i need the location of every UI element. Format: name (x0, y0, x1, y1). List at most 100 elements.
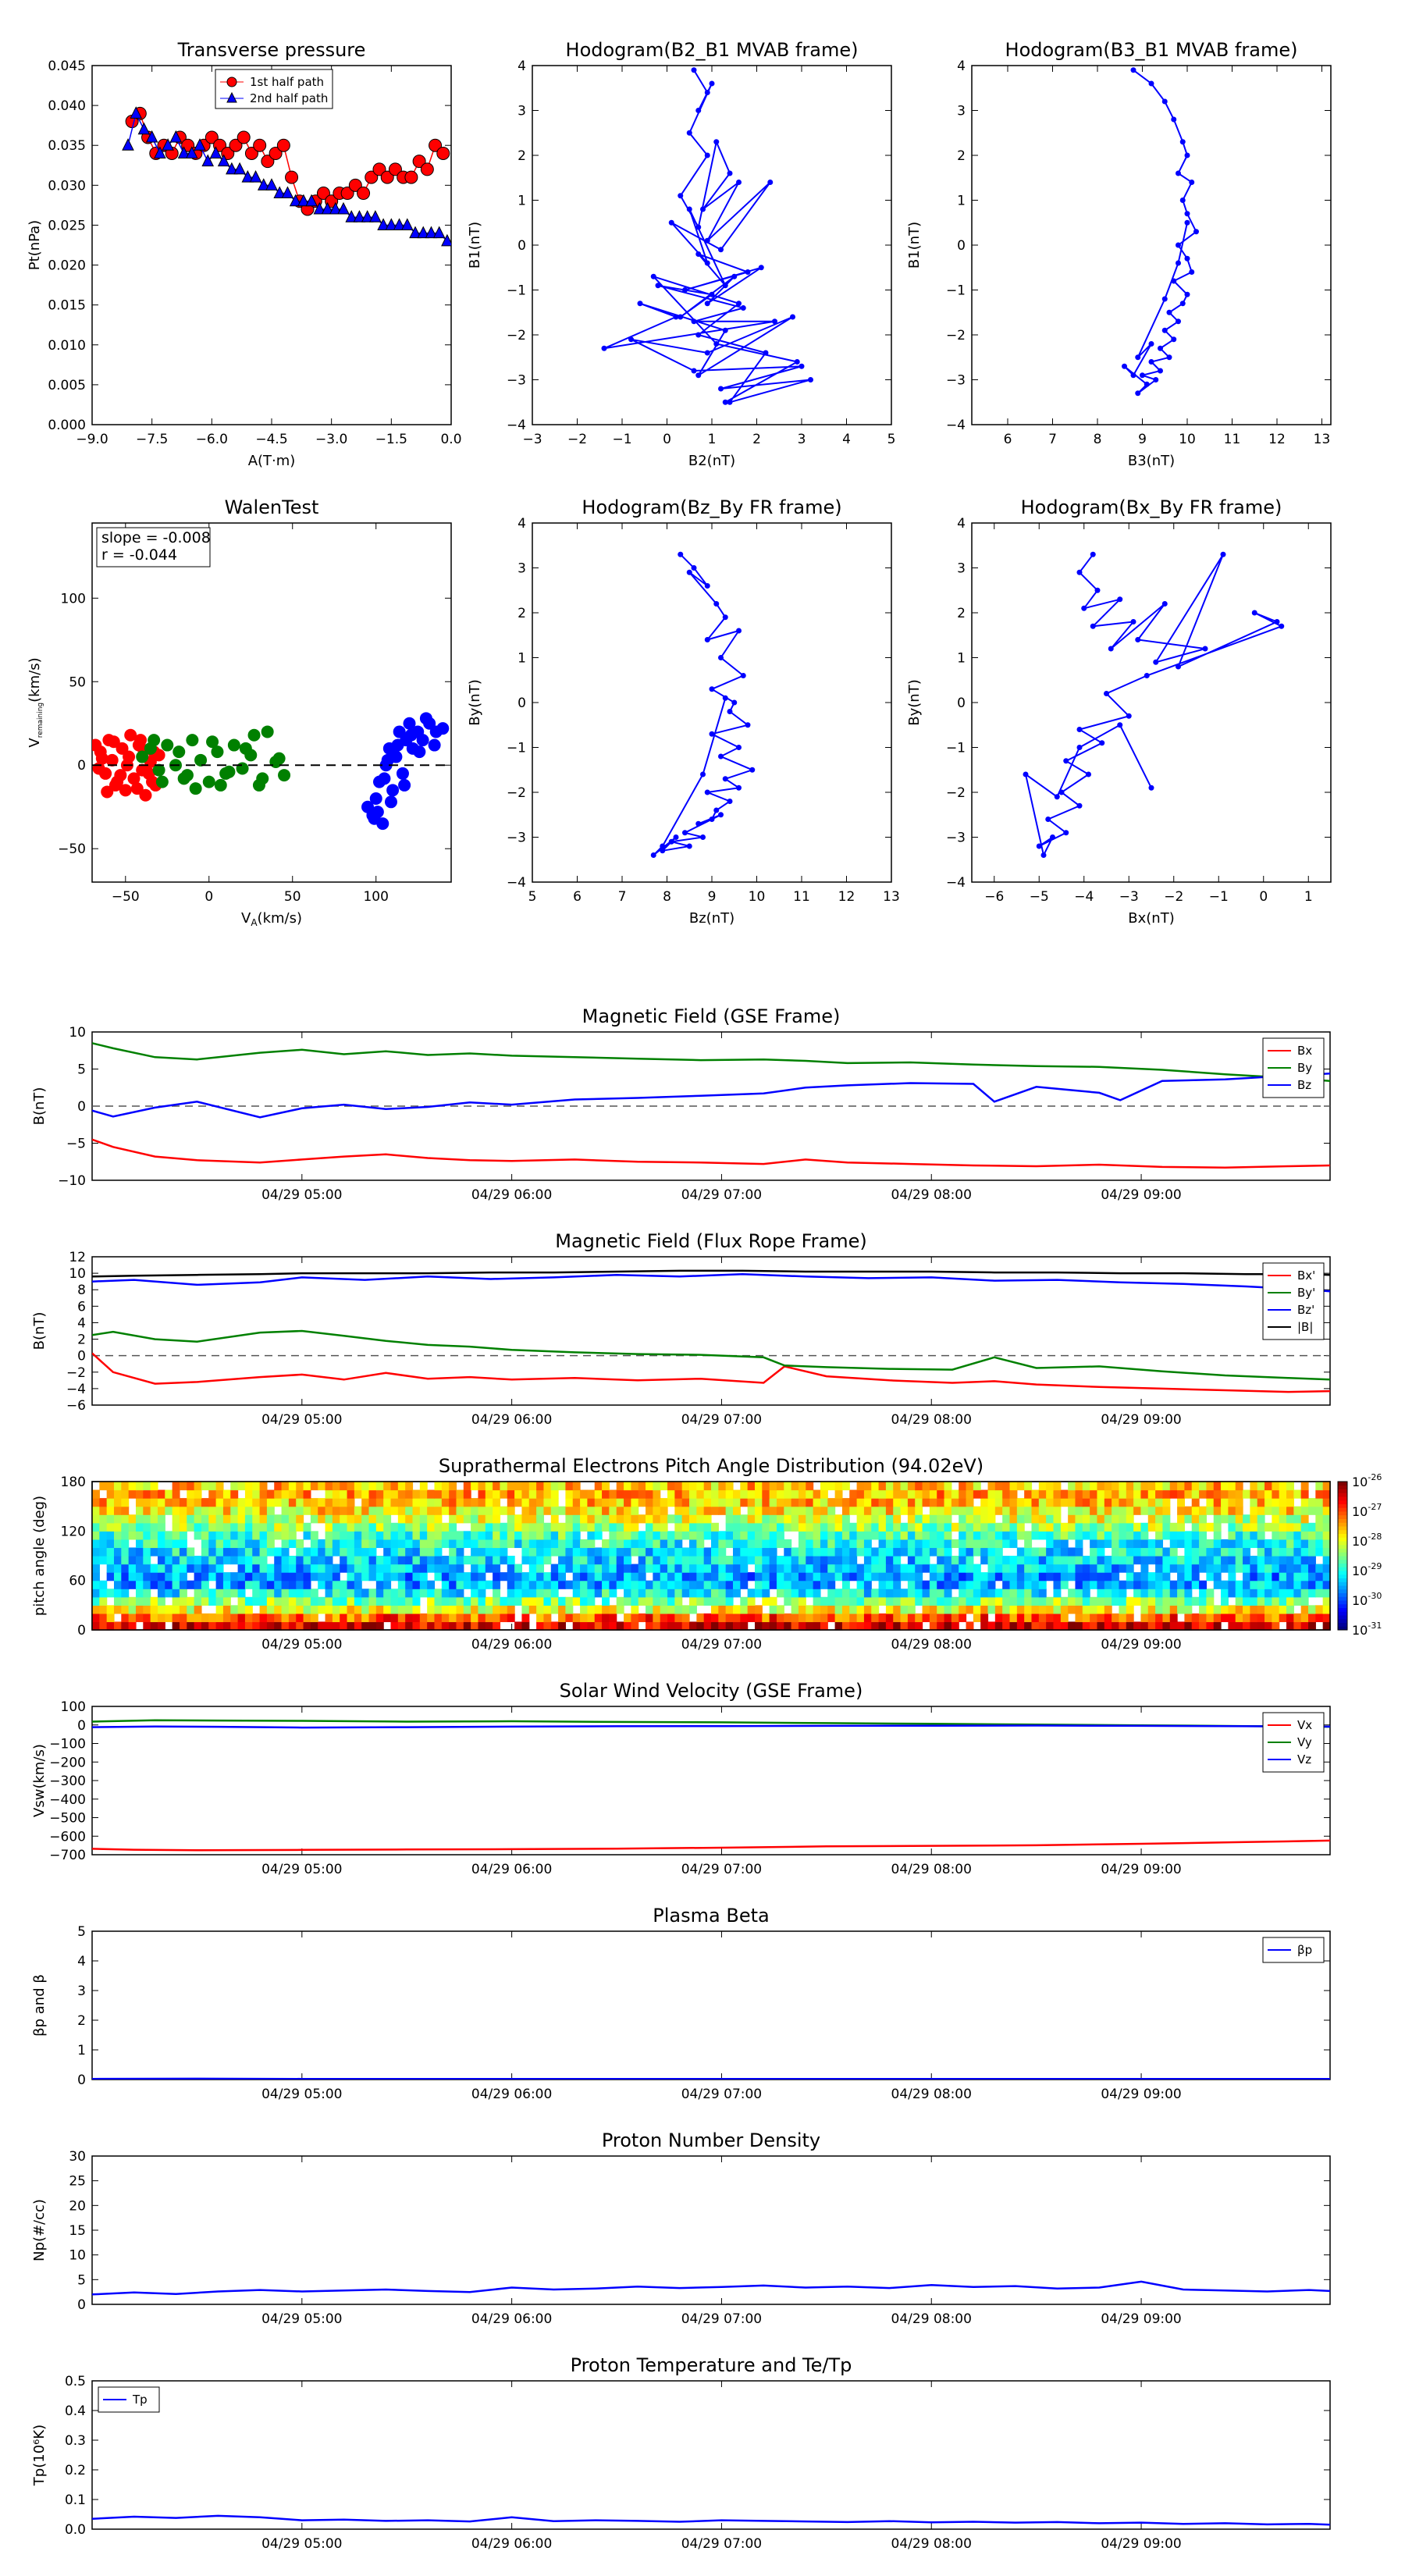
heatmap-cell (449, 1522, 457, 1532)
heatmap-cell (187, 1596, 195, 1606)
heatmap-cell (994, 1482, 1003, 1491)
heatmap-cell (784, 1489, 792, 1499)
heatmap-cell (1104, 1613, 1112, 1623)
heatmap-cell (827, 1498, 836, 1507)
heatmap-cell (274, 1572, 283, 1582)
heatmap-cell (434, 1547, 443, 1557)
heatmap-cell (565, 1539, 574, 1549)
heatmap-cell (1206, 1506, 1215, 1515)
heatmap-cell (1053, 1498, 1062, 1507)
heatmap-cell (543, 1506, 552, 1515)
series-line (92, 1329, 1330, 1381)
heatmap-cell (813, 1556, 821, 1565)
heatmap-cell (1257, 1621, 1265, 1631)
heatmap-cell (841, 1605, 850, 1614)
heatmap-cell (550, 1489, 559, 1499)
heatmap-cell (340, 1580, 348, 1589)
heatmap-cell (1147, 1572, 1156, 1582)
heatmap-cell (1024, 1580, 1033, 1589)
data-point (1189, 180, 1195, 185)
heatmap-cell (1286, 1498, 1294, 1507)
heatmap-cell (375, 1621, 384, 1631)
data-point (119, 784, 132, 797)
heatmap-cell (674, 1482, 683, 1491)
heatmap-cell (1300, 1489, 1309, 1499)
heatmap-cell (696, 1621, 705, 1631)
heatmap-cell (303, 1589, 311, 1598)
heatmap-cell (754, 1522, 763, 1532)
heatmap-cell (1097, 1489, 1105, 1499)
heatmap-cell (419, 1482, 428, 1491)
colorbar-tick-label: 10-30 (1352, 1591, 1382, 1608)
x-tick-label: −3 (1119, 889, 1139, 905)
heatmap-cell (1322, 1589, 1331, 1598)
heatmap-cell (536, 1506, 545, 1515)
heatmap-cell (237, 1506, 246, 1515)
heatmap-cell (820, 1531, 828, 1540)
heatmap-cell (1169, 1539, 1178, 1549)
heatmap-cell (296, 1589, 304, 1598)
x-tick-label: 04/29 05:00 (261, 2087, 342, 2102)
heatmap-cell (813, 1489, 821, 1499)
heatmap-cell (580, 1596, 588, 1606)
heatmap-cell (375, 1522, 384, 1532)
heatmap-cell (521, 1572, 530, 1582)
heatmap-cell (281, 1522, 290, 1532)
heatmap-cell (565, 1556, 574, 1565)
heatmap-cell (820, 1596, 828, 1606)
heatmap-cell (92, 1621, 100, 1631)
heatmap-cell (347, 1613, 355, 1623)
heatmap-cell (907, 1605, 916, 1614)
heatmap-cell (244, 1489, 253, 1499)
heatmap-cell (1119, 1514, 1127, 1524)
heatmap-cell (820, 1621, 828, 1631)
heatmap-cell (1177, 1482, 1186, 1491)
heatmap-cell (1090, 1482, 1098, 1491)
heatmap-cell (646, 1498, 653, 1507)
heatmap-cell (1213, 1547, 1222, 1557)
x-tick-label: 04/29 06:00 (471, 1637, 552, 1653)
heatmap-cell (157, 1547, 165, 1557)
heatmap-cell (1155, 1613, 1164, 1623)
heatmap-cell (1060, 1580, 1069, 1589)
heatmap-cell (616, 1514, 624, 1524)
heatmap-cell (528, 1482, 537, 1491)
heatmap-cell (841, 1613, 850, 1623)
heatmap-cell (1075, 1589, 1083, 1598)
data-point (686, 569, 692, 575)
heatmap-cell (427, 1589, 436, 1598)
data-point (253, 138, 267, 152)
heatmap-cell (863, 1482, 872, 1491)
heatmap-cell (696, 1564, 705, 1573)
heatmap-cell (157, 1605, 165, 1614)
heatmap-cell (266, 1547, 275, 1557)
heatmap-cell (390, 1489, 399, 1499)
heatmap-cell (1119, 1531, 1127, 1540)
heatmap-cell (922, 1489, 930, 1499)
heatmap-cell (966, 1621, 974, 1631)
heatmap-cell (507, 1498, 515, 1507)
heatmap-cell (172, 1556, 180, 1565)
heatmap-cell (1257, 1547, 1265, 1557)
heatmap-cell (157, 1596, 165, 1606)
data-point (650, 273, 656, 279)
data-point (736, 785, 742, 791)
y-tick-label: 0.010 (48, 338, 86, 354)
x-tick-label: 12 (1268, 432, 1286, 447)
heatmap-cell (798, 1556, 806, 1565)
heatmap-cell (1221, 1605, 1229, 1614)
heatmap-cell (1169, 1547, 1178, 1557)
heatmap-cell (929, 1489, 937, 1499)
heatmap-cell (113, 1498, 122, 1507)
heatmap-cell (449, 1564, 457, 1573)
data-point (682, 287, 688, 293)
heatmap-cell (259, 1589, 268, 1598)
heatmap-cell (528, 1531, 537, 1540)
heatmap-cell (587, 1547, 596, 1557)
heatmap-cell (1169, 1596, 1178, 1606)
heatmap-cell (747, 1605, 756, 1614)
heatmap-cell (397, 1572, 406, 1582)
heatmap-cell (1155, 1605, 1164, 1614)
heatmap-cell (288, 1514, 297, 1524)
heatmap-cell (681, 1522, 690, 1532)
